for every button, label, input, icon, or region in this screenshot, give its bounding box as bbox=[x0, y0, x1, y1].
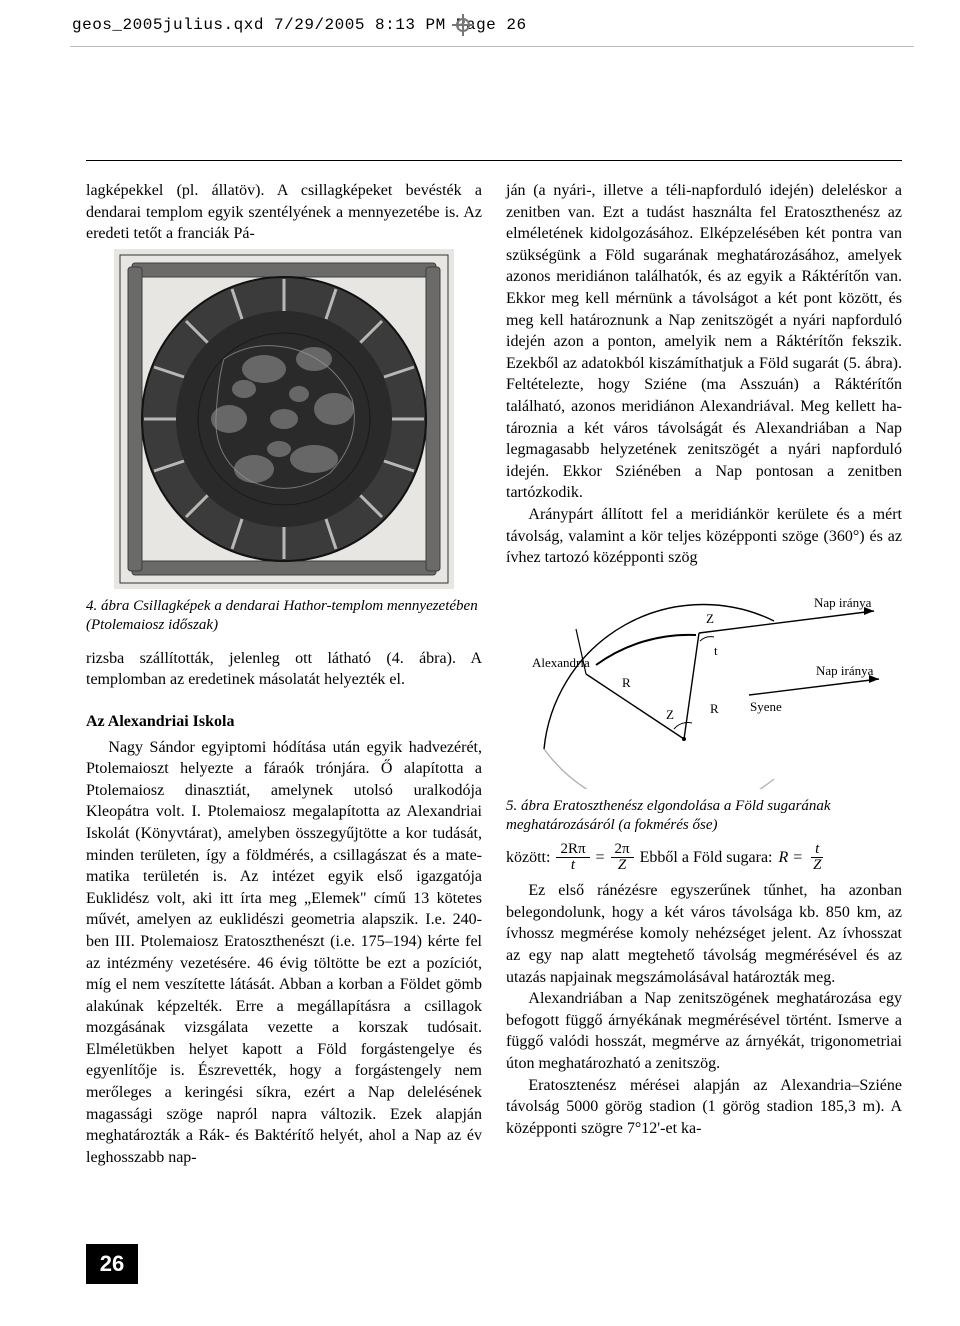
frac-3: t Z bbox=[809, 842, 825, 875]
figure-5-diagram: Alexandria Syene Nap iránya Nap iránya Z… bbox=[514, 579, 894, 789]
page-number: 26 bbox=[86, 1244, 138, 1284]
right-para-5: Eratosztenész mérései alapján az Alexand… bbox=[506, 1075, 902, 1140]
label-nap1: Nap iránya bbox=[814, 595, 872, 610]
figure-4-caption: 4. ábra Csillagképek a dendarai Hathor-t… bbox=[86, 597, 482, 636]
frac-2: 2π Z bbox=[611, 842, 634, 875]
figure-4-zodiac bbox=[114, 249, 454, 589]
left-column: lagképekkel (pl. állatöv). A csillagképe… bbox=[86, 180, 482, 1276]
right-para-3: Ez első ránézésre egyszerűnek tűnhet, ha… bbox=[506, 880, 902, 988]
left-para-2: rizsba szállították, jelenleg ott láthat… bbox=[86, 648, 482, 691]
right-para-1: ján (a nyári-, illetve a téli-napforduló… bbox=[506, 180, 902, 504]
label-nap2: Nap iránya bbox=[816, 663, 874, 678]
figure-5-caption: 5. ábra Eratoszthenész elgondolása a Föl… bbox=[506, 797, 902, 836]
figure-4-wrap bbox=[86, 249, 482, 589]
header-rule bbox=[70, 46, 914, 47]
left-para-1: lagképekkel (pl. állatöv). A csillagképe… bbox=[86, 180, 482, 245]
content-columns: lagképekkel (pl. állatöv). A csillagképe… bbox=[86, 180, 902, 1276]
label-t: t bbox=[714, 643, 718, 658]
label-r1: R bbox=[622, 675, 631, 690]
label-r2: R bbox=[710, 701, 719, 716]
right-column: ján (a nyári-, illetve a téli-napforduló… bbox=[506, 180, 902, 1276]
right-para-4: Alexandriában a Nap zenitszögének meghat… bbox=[506, 988, 902, 1074]
right-para-2: Aránypárt állított fel a meridiánkör ker… bbox=[506, 504, 902, 569]
frac1-num: 2Rπ bbox=[556, 842, 589, 859]
frac2-num: 2π bbox=[611, 842, 634, 859]
formula-mid: Ebből a Föld sugara: bbox=[640, 847, 773, 869]
frac1-den: t bbox=[567, 858, 579, 874]
label-syene: Syene bbox=[750, 699, 782, 714]
left-para-3: Nagy Sándor egyiptomi hódítása után egyi… bbox=[86, 737, 482, 1169]
eq1: = bbox=[596, 847, 605, 869]
formula-row: között: 2Rπ t = 2π Z Ebből a Föld sugara… bbox=[506, 842, 902, 875]
formula-between: között: bbox=[506, 847, 550, 869]
frac2-den: Z bbox=[614, 858, 630, 874]
content-top-rule bbox=[86, 160, 902, 161]
label-z-top: Z bbox=[706, 611, 714, 626]
label-alexandria: Alexandria bbox=[532, 655, 590, 670]
frac3-num: t bbox=[811, 842, 823, 859]
figure-5-wrap: Alexandria Syene Nap iránya Nap iránya Z… bbox=[506, 579, 902, 789]
section-heading: Az Alexandriai Iskola bbox=[86, 711, 482, 733]
frac-1: 2Rπ t bbox=[556, 842, 589, 875]
registration-mark bbox=[452, 14, 474, 36]
formula-R: R = bbox=[779, 847, 804, 869]
frac3-den: Z bbox=[809, 858, 825, 874]
label-z-bot: Z bbox=[666, 707, 674, 722]
